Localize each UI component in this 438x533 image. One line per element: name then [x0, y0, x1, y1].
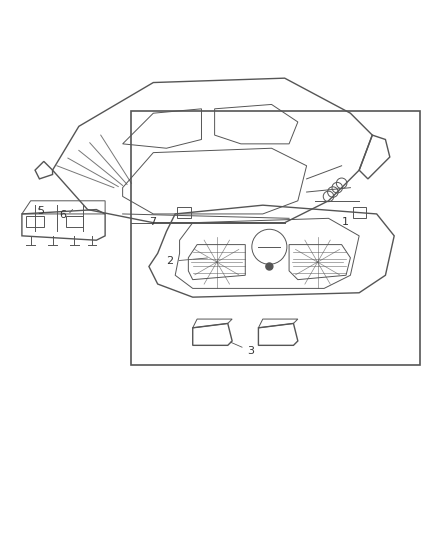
Text: 6: 6	[59, 211, 66, 220]
Text: 1: 1	[342, 217, 349, 227]
Text: 2: 2	[166, 256, 208, 266]
Text: 3: 3	[230, 342, 254, 356]
Text: 7: 7	[149, 217, 156, 227]
Circle shape	[266, 263, 273, 270]
Text: 5: 5	[37, 206, 44, 216]
